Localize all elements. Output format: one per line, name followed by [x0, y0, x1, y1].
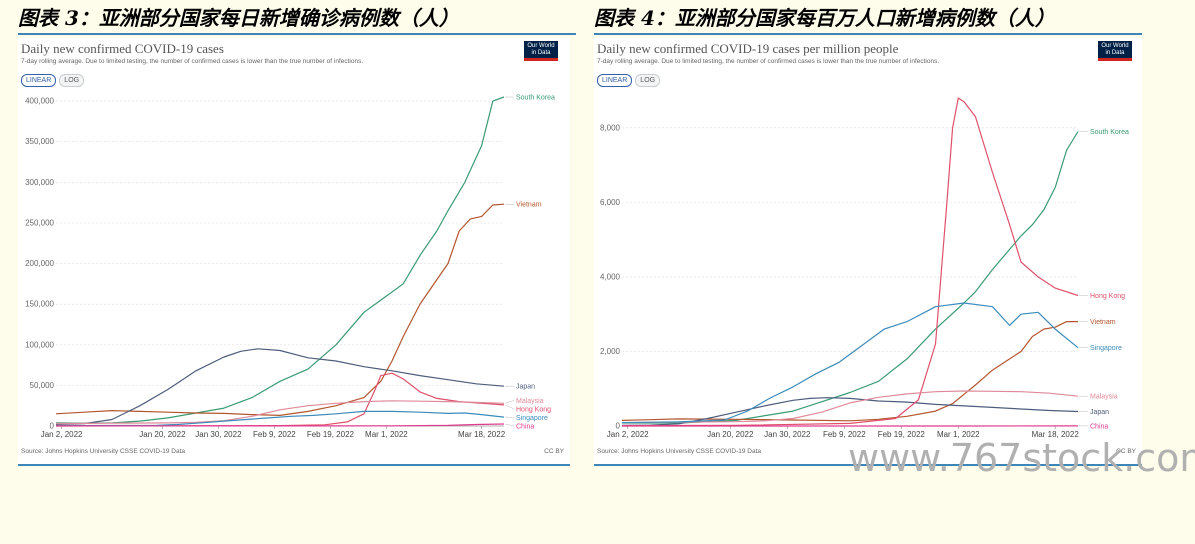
x-tick-label: Feb 19, 2022 [307, 430, 355, 439]
chart-subtitle: 7-day rolling average. Due to limited te… [21, 58, 364, 65]
x-tick-label: Mar 1, 2022 [937, 430, 980, 439]
chart-panel-total-cases: Daily new confirmed COVID-19 cases 7-day… [18, 38, 570, 466]
x-tick-label: Jan 2, 2022 [41, 430, 83, 439]
series-end-label-china: China [1090, 423, 1108, 430]
chart-license[interactable]: CC BY [1116, 448, 1136, 455]
series-line-japan [55, 348, 505, 425]
series-line-vietnam [621, 321, 1078, 422]
chart-title: Daily new confirmed COVID-19 cases per m… [597, 41, 899, 56]
series-end-label-china: China [516, 424, 534, 431]
x-tick-label: Feb 19, 2022 [878, 430, 926, 439]
scale-toggle: LINEAR LOG [21, 74, 85, 87]
series-end-label-japan: Japan [516, 384, 535, 391]
x-tick-label: Jan 2, 2022 [607, 430, 649, 439]
x-tick-label: Mar 18, 2022 [1032, 430, 1080, 439]
series-end-label-south-korea: South Korea [516, 95, 555, 102]
y-tick-label: 50,000 [30, 381, 55, 390]
series-line-china [56, 423, 505, 427]
series-end-label-japan: Japan [1090, 409, 1109, 416]
x-tick-label: Mar 1, 2022 [365, 430, 408, 439]
y-tick-label: 6,000 [600, 198, 621, 207]
y-tick-label: 4,000 [600, 272, 621, 281]
x-tick-label: Jan 30, 2022 [764, 430, 811, 439]
owid-logo[interactable]: Our World in Data [524, 41, 558, 61]
series-end-label-singapore: Singapore [516, 415, 548, 422]
y-tick-label: 350,000 [25, 137, 54, 146]
linear-scale-button[interactable]: LINEAR [597, 74, 633, 87]
series-line-japan [621, 397, 1079, 426]
series-end-label-malaysia: Malaysia [516, 398, 544, 405]
series-line-hong-kong [621, 97, 1079, 427]
y-tick-label: 2,000 [600, 347, 621, 356]
label-connector [504, 400, 515, 404]
y-tick-label: 8,000 [600, 123, 621, 132]
series-end-label-malaysia: Malaysia [1090, 394, 1118, 401]
series-end-label-hong-kong: Hong Kong [1090, 293, 1125, 300]
y-tick-label: 300,000 [25, 178, 54, 187]
figure-4-title: 图表 4：亚洲部分国家每百万人口新增病例数（人） [594, 3, 1142, 35]
x-tick-label: Feb 9, 2022 [253, 430, 296, 439]
x-tick-label: Jan 20, 2022 [139, 430, 186, 439]
y-tick-label: 200,000 [25, 259, 54, 268]
label-connector [504, 404, 515, 410]
owid-logo-line-2: in Data [531, 50, 551, 56]
chart-license[interactable]: CC BY [544, 448, 564, 455]
owid-logo[interactable]: Our World in Data [1098, 41, 1132, 61]
y-tick-label: 100,000 [25, 340, 54, 349]
series-end-label-vietnam: Vietnam [516, 202, 542, 209]
series-end-label-south-korea: South Korea [1090, 129, 1129, 136]
y-tick-label: 400,000 [25, 97, 54, 106]
y-tick-label: 0 [50, 422, 55, 431]
series-line-vietnam [55, 203, 505, 416]
owid-logo-line-1: Our World [527, 43, 555, 49]
series-line-malaysia [55, 400, 505, 425]
series-line-malaysia [621, 390, 1079, 424]
chart-panel-per-million: Daily new confirmed COVID-19 cases per m… [594, 38, 1142, 466]
owid-logo-line-1: Our World [1101, 43, 1129, 49]
chart-per-million: 0 2,000 4,000 6,000 8,000 Jan 2, 2022 Jan 20, … [600, 97, 1129, 439]
series-line-south-korea [55, 96, 505, 424]
y-tick-label: 0 [616, 422, 621, 431]
chart-source: Source: Johns Hopkins University CSSE CO… [21, 448, 186, 455]
x-tick-label: Mar 18, 2022 [458, 430, 506, 439]
watermark: www.767stock.com [848, 436, 1195, 480]
log-scale-button[interactable]: LOG [59, 74, 85, 87]
owid-logo-line-2: in Data [1105, 50, 1125, 56]
figure-3-title: 图表 3：亚洲部分国家每日新增确诊病例数（人） [18, 3, 576, 35]
series-end-label-hong-kong: Hong Kong [516, 407, 551, 414]
chart-total-cases: 0 50,000 100,000 150,000 200,000 250,000 300,0… [25, 95, 555, 440]
series-line-singapore [621, 302, 1079, 424]
scale-toggle: LINEAR LOG [597, 74, 661, 87]
log-scale-button[interactable]: LOG [635, 74, 661, 87]
y-tick-label: 150,000 [25, 300, 54, 309]
x-tick-label: Feb 9, 2022 [823, 430, 866, 439]
linear-scale-button[interactable]: LINEAR [21, 74, 57, 87]
chart-subtitle: 7-day rolling average. Due to limited te… [597, 58, 940, 65]
series-line-singapore [55, 410, 505, 427]
chart-source: Source: Johns Hopkins University CSSE CO… [597, 448, 762, 455]
label-connector [504, 423, 515, 427]
x-tick-label: Jan 20, 2022 [707, 430, 754, 439]
y-tick-label: 250,000 [25, 218, 54, 227]
series-end-label-vietnam: Vietnam [1090, 319, 1116, 326]
series-end-label-singapore: Singapore [1090, 345, 1122, 352]
series-line-south-korea [622, 131, 1079, 424]
chart-title: Daily new confirmed COVID-19 cases [21, 41, 224, 56]
x-tick-label: Jan 30, 2022 [195, 430, 242, 439]
